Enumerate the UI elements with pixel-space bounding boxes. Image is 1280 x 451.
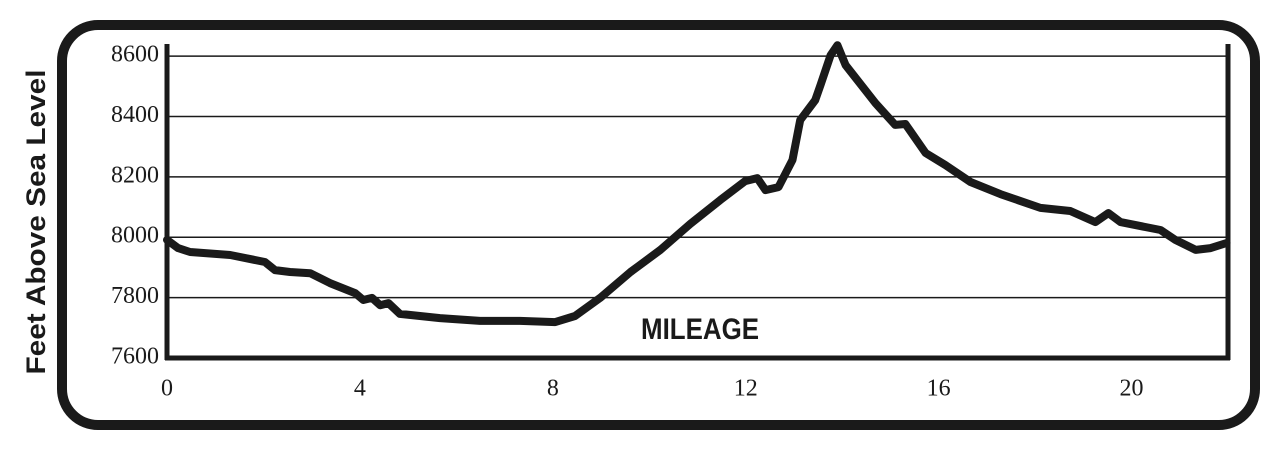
- x-tick-label: 0: [161, 376, 173, 402]
- x-tick-label: 20: [1120, 376, 1144, 402]
- y-tick-label: 8600: [111, 42, 159, 68]
- y-axis-label: Feet Above Sea Level: [21, 70, 51, 375]
- y-tick-label: 8400: [111, 102, 159, 128]
- frame: [57, 20, 1260, 430]
- x-tick-label: 16: [927, 376, 951, 402]
- x-tick-label: 12: [734, 376, 758, 402]
- y-tick-label: 7800: [111, 283, 159, 309]
- y-tick-label: 8000: [111, 223, 159, 249]
- x-axis-label: MILEAGE: [641, 313, 759, 346]
- x-tick-label: 4: [354, 376, 366, 402]
- y-tick-label: 7600: [111, 344, 159, 370]
- elevation-line: [163, 41, 1231, 327]
- x-tick-label: 8: [547, 376, 559, 402]
- y-tick-label: 8200: [111, 162, 159, 188]
